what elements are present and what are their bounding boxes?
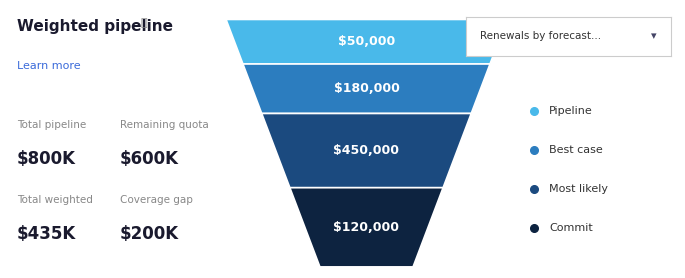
Polygon shape xyxy=(243,64,490,113)
Text: Best case: Best case xyxy=(549,145,603,155)
Text: Remaining quota: Remaining quota xyxy=(120,120,209,130)
Text: $435K: $435K xyxy=(17,225,76,243)
Text: $600K: $600K xyxy=(120,150,179,168)
Text: Coverage gap: Coverage gap xyxy=(120,195,192,205)
Text: $180,000: $180,000 xyxy=(334,82,399,95)
Text: $450,000: $450,000 xyxy=(334,144,399,157)
Text: Weighted pipeline: Weighted pipeline xyxy=(17,19,173,34)
Text: Learn more: Learn more xyxy=(17,61,81,71)
Text: $200K: $200K xyxy=(120,225,179,243)
Text: Total weighted: Total weighted xyxy=(17,195,93,205)
Text: $800K: $800K xyxy=(17,150,76,168)
Polygon shape xyxy=(290,188,443,267)
Text: ▾: ▾ xyxy=(651,31,657,41)
Text: $120,000: $120,000 xyxy=(334,221,399,234)
Text: $50,000: $50,000 xyxy=(338,35,395,48)
Text: ⓘ: ⓘ xyxy=(140,18,147,28)
Text: Most likely: Most likely xyxy=(549,184,608,194)
Text: Commit: Commit xyxy=(549,223,593,233)
Text: Total pipeline: Total pipeline xyxy=(17,120,86,130)
Text: Pipeline: Pipeline xyxy=(549,106,593,116)
Polygon shape xyxy=(262,113,471,188)
Text: Renewals by forecast...: Renewals by forecast... xyxy=(480,31,601,41)
Polygon shape xyxy=(226,19,507,64)
